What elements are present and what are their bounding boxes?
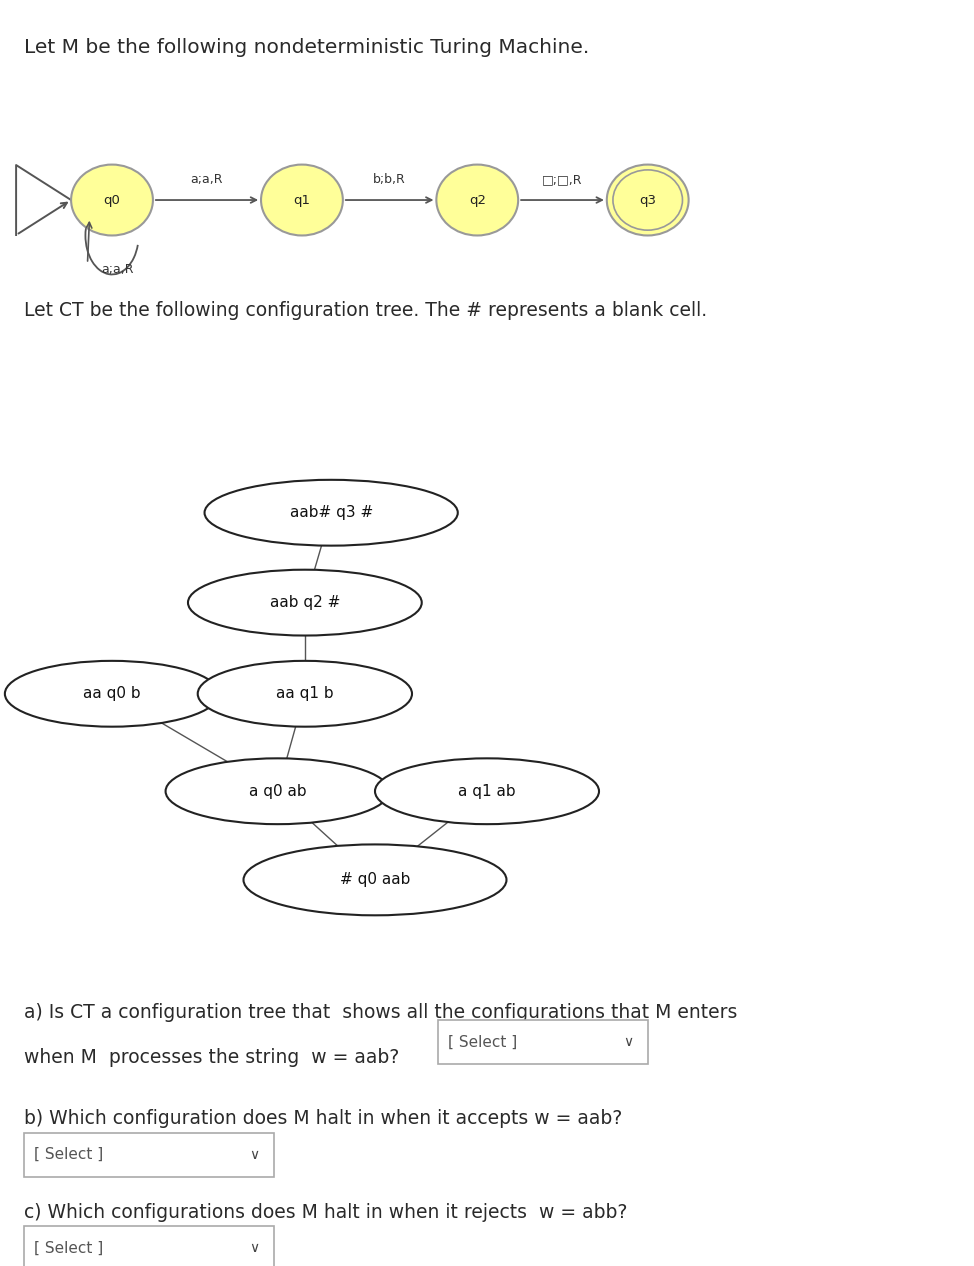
Text: q1: q1 (293, 194, 311, 206)
Text: # q0 aab: # q0 aab (340, 872, 410, 887)
Text: ∨: ∨ (249, 1147, 259, 1162)
Ellipse shape (166, 758, 390, 824)
Ellipse shape (261, 165, 343, 235)
Text: Let M be the following nondeterministic Turing Machine.: Let M be the following nondeterministic … (24, 38, 589, 57)
Text: a q0 ab: a q0 ab (248, 784, 307, 799)
FancyBboxPatch shape (24, 1227, 275, 1266)
Text: q3: q3 (639, 194, 656, 206)
Text: ∨: ∨ (249, 1241, 259, 1256)
Text: when M  processes the string  w = aab?: when M processes the string w = aab? (24, 1048, 399, 1067)
Ellipse shape (5, 661, 219, 727)
Text: aa q1 b: aa q1 b (276, 686, 334, 701)
Ellipse shape (71, 165, 153, 235)
Text: [ Select ]: [ Select ] (34, 1241, 103, 1256)
Ellipse shape (607, 165, 689, 235)
Text: a q1 ab: a q1 ab (458, 784, 516, 799)
Ellipse shape (188, 570, 422, 636)
Ellipse shape (375, 758, 599, 824)
Text: a;a,R: a;a,R (100, 263, 133, 276)
Ellipse shape (436, 165, 518, 235)
Text: b;b,R: b;b,R (373, 173, 406, 186)
FancyBboxPatch shape (24, 1133, 275, 1176)
Text: a) Is CT a configuration tree that  shows all the configurations that M enters: a) Is CT a configuration tree that shows… (24, 1003, 737, 1022)
Text: Let CT be the following configuration tree. The # represents a blank cell.: Let CT be the following configuration tr… (24, 301, 707, 320)
Text: ∨: ∨ (623, 1034, 633, 1050)
Text: aa q0 b: aa q0 b (83, 686, 141, 701)
Ellipse shape (244, 844, 506, 915)
Text: [ Select ]: [ Select ] (34, 1147, 103, 1162)
Text: aab q2 #: aab q2 # (270, 595, 340, 610)
Text: b) Which configuration does M halt in when it accepts w = aab?: b) Which configuration does M halt in wh… (24, 1109, 622, 1128)
Text: q2: q2 (468, 194, 486, 206)
Text: aab# q3 #: aab# q3 # (289, 505, 373, 520)
Text: [ Select ]: [ Select ] (448, 1034, 517, 1050)
FancyBboxPatch shape (438, 1020, 649, 1063)
Text: c) Which configurations does M halt in when it rejects  w = abb?: c) Which configurations does M halt in w… (24, 1203, 627, 1222)
Text: q0: q0 (103, 194, 121, 206)
Ellipse shape (198, 661, 412, 727)
Ellipse shape (205, 480, 458, 546)
Text: □;□,R: □;□,R (543, 173, 582, 186)
Text: a;a,R: a;a,R (191, 173, 223, 186)
